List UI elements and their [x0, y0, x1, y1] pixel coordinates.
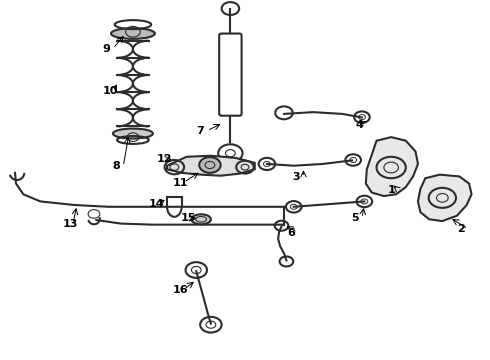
Text: 16: 16 — [173, 285, 189, 295]
Ellipse shape — [111, 28, 155, 39]
Polygon shape — [418, 175, 471, 221]
Polygon shape — [366, 137, 418, 196]
Text: 9: 9 — [102, 44, 110, 54]
Text: 13: 13 — [62, 219, 78, 229]
Ellipse shape — [113, 129, 153, 139]
Text: 3: 3 — [293, 172, 300, 182]
Text: 15: 15 — [180, 213, 196, 223]
Ellipse shape — [192, 214, 211, 224]
Text: 11: 11 — [173, 177, 188, 188]
Text: 4: 4 — [355, 120, 363, 130]
FancyBboxPatch shape — [219, 33, 242, 116]
Text: 8: 8 — [113, 161, 120, 171]
Text: 12: 12 — [156, 154, 172, 164]
Text: 7: 7 — [196, 126, 204, 136]
Text: 14: 14 — [148, 199, 164, 209]
Text: 2: 2 — [458, 224, 465, 234]
Text: 10: 10 — [102, 86, 118, 96]
Text: 6: 6 — [287, 228, 295, 238]
Polygon shape — [167, 156, 255, 176]
Text: 5: 5 — [351, 213, 359, 223]
Text: 1: 1 — [387, 185, 395, 195]
Circle shape — [199, 157, 220, 173]
